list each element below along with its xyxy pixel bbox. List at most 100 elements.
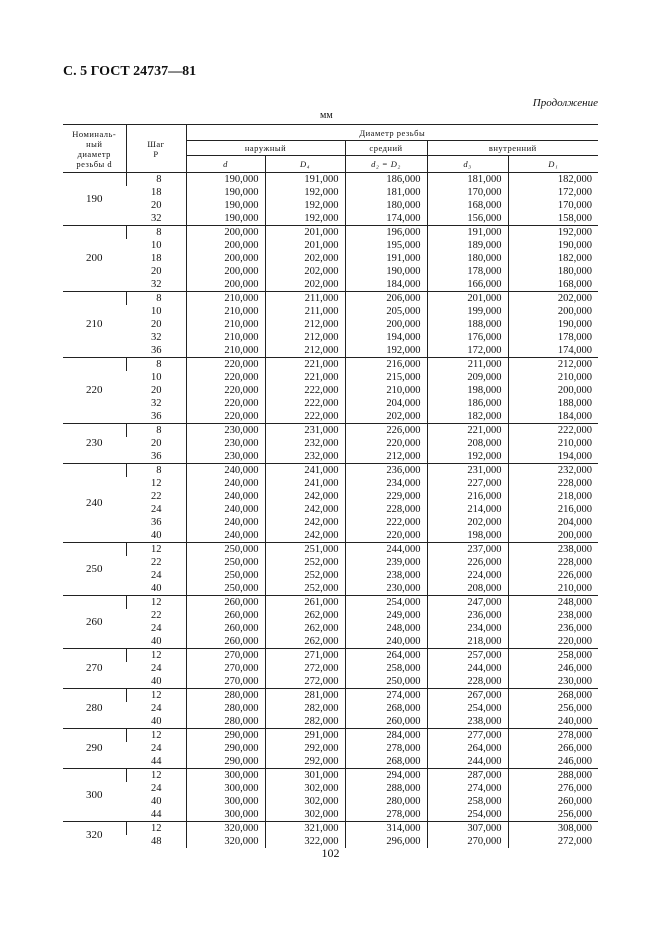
table-row: 44 300,000 302,000 278,000 254,000 256,000 [63, 808, 599, 822]
pitch: 24 [151, 663, 162, 674]
diameter-value: 220,000 [344, 437, 427, 450]
diameter-value: 202,000 [264, 278, 345, 292]
pitch: 36 [151, 451, 162, 462]
pitch: 40 [151, 530, 162, 541]
diameter-value: 230,000 [507, 675, 599, 689]
pitch: 8 [125, 291, 186, 305]
diameter-value: 190,000 [507, 239, 599, 252]
nominal-diameter: 270 [63, 648, 126, 689]
diameter-value: 242,000 [264, 503, 345, 516]
pitch: 24 [151, 703, 162, 714]
diameter-value: 278,000 [344, 808, 427, 822]
pitch: 22 [151, 491, 162, 502]
pitch: 48 [151, 836, 162, 847]
pitch: 10 [151, 240, 162, 251]
table-row: 32 210,000 212,000 194,000 176,000 178,000 [63, 331, 599, 344]
col-header: D₁ [507, 155, 599, 173]
table-row: 32 190,000 192,000 174,000 156,000 158,000 [63, 212, 599, 226]
diameter-value: 188,000 [426, 318, 508, 331]
diameter-value: 252,000 [264, 556, 345, 569]
diameter-value: 302,000 [264, 782, 345, 795]
table-row: 220 8 220,000 221,000 216,000 211,000 212,000 [63, 357, 599, 424]
pitch: 12 [125, 542, 186, 556]
diameter-value: 262,000 [264, 635, 345, 649]
pitch: 40 [151, 583, 162, 594]
table-row: 320 12 320,000 321,000 314,000 307,000 308,000 [63, 821, 599, 848]
diameter-value: 232,000 [264, 450, 345, 464]
table-row: 24 260,000 262,000 248,000 234,000 236,000 [63, 622, 599, 635]
diameter-value: 282,000 [264, 702, 345, 715]
diameter-value: 260,000 [185, 622, 265, 635]
diameter-value: 230,000 [185, 450, 265, 464]
diameter-value: 194,000 [507, 450, 599, 464]
table-row: 260 12 260,000 261,000 254,000 247,000 248,000 [63, 595, 599, 649]
table-row: 20 220,000 222,000 210,000 198,000 200,000 [63, 384, 599, 397]
diameter-value: 221,000 [264, 371, 345, 384]
table-row: 24 250,000 252,000 238,000 224,000 226,000 [63, 569, 599, 582]
diameter-value: 260,000 [185, 635, 265, 649]
table-row: 22 260,000 262,000 249,000 236,000 238,000 [63, 609, 599, 622]
diameter-value: 268,000 [344, 755, 427, 769]
diameter-value: 296,000 [344, 835, 427, 848]
table-row: 10 200,000 201,000 195,000 189,000 190,000 [63, 239, 599, 252]
diameter-value: 262,000 [264, 622, 345, 635]
diameter-value: 272,000 [264, 662, 345, 675]
table-row: 36 230,000 232,000 212,000 192,000 194,000 [63, 450, 599, 464]
diameter-value: 240,000 [507, 715, 599, 729]
diameter-value: 232,000 [264, 437, 345, 450]
diameter-value: 190,000 [344, 265, 427, 278]
diameter-value: 184,000 [507, 410, 599, 424]
diameter-value: 198,000 [426, 529, 508, 543]
diameter-value: 294,000 [344, 768, 427, 782]
table-body: 190 8 190,000 191,000 186,000 181,000 182,000 1… [63, 172, 599, 848]
table-row: 190 8 190,000 191,000 186,000 181,000 182,000 [63, 172, 599, 226]
pitch: 32 [151, 332, 162, 343]
diameter-value: 272,000 [264, 675, 345, 689]
diameter-value: 192,000 [426, 450, 508, 464]
diameter-value: 244,000 [426, 662, 508, 675]
unit: мм [320, 110, 333, 121]
diameter-value: 210,000 [507, 582, 599, 596]
pitch: 20 [151, 385, 162, 396]
diameter-value: 208,000 [426, 582, 508, 596]
diameter-value: 211,000 [264, 305, 345, 318]
diameter-value: 237,000 [426, 542, 508, 556]
diameter-value: 201,000 [264, 239, 345, 252]
nominal-diameter: 190 [63, 172, 126, 226]
diameter-value: 244,000 [426, 755, 508, 769]
diameter-value: 216,000 [507, 503, 599, 516]
nominal-diameter: 250 [63, 542, 126, 596]
diameter-value: 250,000 [185, 569, 265, 582]
pitch: 20 [151, 438, 162, 449]
diameter-value: 210,000 [185, 305, 265, 318]
diameter-value: 256,000 [507, 808, 599, 822]
diameter-value: 200,000 [185, 252, 265, 265]
diameter-value: 202,000 [426, 516, 508, 529]
diameter-value: 290,000 [185, 755, 265, 769]
diameter-value: 212,000 [264, 318, 345, 331]
diameter-value: 214,000 [426, 503, 508, 516]
diameter-value: 301,000 [264, 768, 345, 782]
diameter-value: 209,000 [426, 371, 508, 384]
diameter-value: 158,000 [507, 212, 599, 226]
diameter-value: 278,000 [507, 728, 599, 742]
diameter-value: 228,000 [426, 675, 508, 689]
diameter-value: 280,000 [185, 688, 265, 702]
diameter-value: 198,000 [426, 384, 508, 397]
diameter-value: 270,000 [185, 662, 265, 675]
diameter-value: 250,000 [185, 542, 265, 556]
diameter-value: 208,000 [426, 437, 508, 450]
header-line: диаметр [77, 148, 111, 159]
diameter-value: 201,000 [264, 225, 345, 239]
pitch: 44 [151, 756, 162, 767]
diameter-value: 236,000 [344, 463, 427, 477]
col-header: d [186, 155, 266, 173]
diameter-value: 261,000 [264, 595, 345, 609]
diameter-value: 212,000 [344, 450, 427, 464]
diameter-value: 222,000 [264, 410, 345, 424]
diameter-value: 220,000 [185, 384, 265, 397]
diameter-value: 221,000 [264, 357, 345, 371]
continuation: Продолжение [532, 97, 598, 109]
table-row: 270 12 270,000 271,000 264,000 257,000 258,000 [63, 648, 599, 689]
diameter-value: 224,000 [426, 569, 508, 582]
